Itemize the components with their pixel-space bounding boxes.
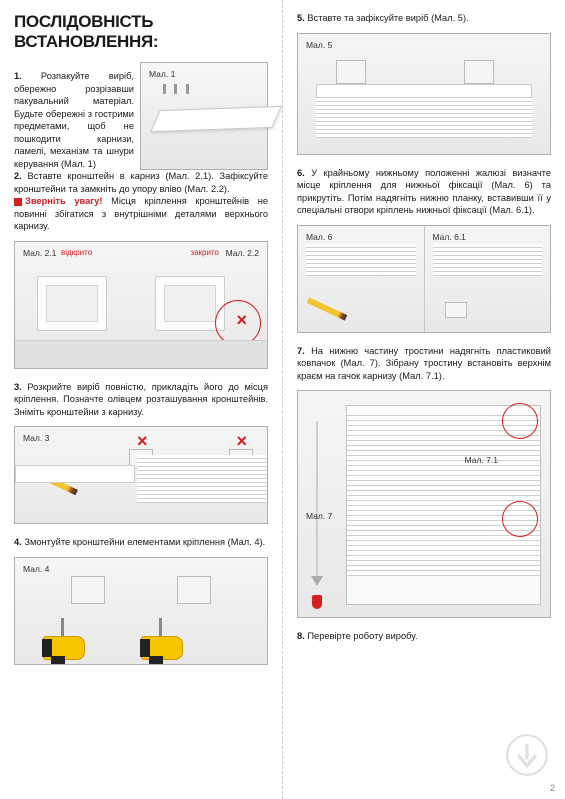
figure-1: Мал. 1 (140, 62, 268, 170)
figure-5: Мал. 5 (297, 33, 551, 155)
page-number: 2 (550, 783, 555, 793)
bracket-icon (464, 60, 494, 84)
fig21-label: Мал. 2.1 (23, 248, 56, 258)
bottom-clip-icon (445, 302, 467, 318)
figure-2: Мал. 2.1 відкрито закрито Мал. 2.2 × ! (14, 241, 268, 369)
step4-text: 4. Змонтуйте кронштейни елементами кріпл… (14, 536, 268, 549)
step8-body: Перевірте роботу виробу. (307, 631, 417, 641)
fig21-state: відкрито (61, 248, 92, 257)
figure-3: Мал. 3 × × (14, 426, 268, 524)
step5-body: Вставте та зафіксуйте виріб (Мал. 5). (307, 13, 468, 23)
pencil-icon (307, 297, 348, 320)
step4-body: Змонтуйте кронштейни елементами кріпленн… (24, 537, 265, 547)
left-column: ПОСЛІДОВНІСТЬ ВСТАНОВЛЕННЯ: 1. Розпакуйт… (0, 0, 283, 799)
bracket-icon (336, 60, 366, 84)
rail-illustration (150, 106, 281, 132)
step6-text: 6. У крайньому нижньому положенні жалюзі… (297, 167, 551, 217)
bracket-icon (71, 576, 105, 604)
fig3-label: Мал. 3 (23, 433, 49, 443)
headrail-icon (15, 465, 135, 483)
figure-7: Мал. 7 Мал. 7.1 (297, 390, 551, 618)
headrail-icon (316, 84, 532, 98)
step3-text: 3. Розкрийте виріб повністю, прикладіть … (14, 381, 268, 419)
fig1-label: Мал. 1 (149, 69, 175, 79)
wand-cord-icon (316, 421, 318, 581)
arrow-down-icon (311, 576, 323, 586)
fig22-state: закрито (190, 248, 219, 257)
bracket-open-icon (37, 276, 107, 331)
slats-icon (137, 455, 267, 524)
step1-block: 1. Розпакуйте виріб, обережно розрізавши… (14, 62, 268, 170)
watermark-icon (505, 733, 549, 777)
slats-icon (433, 244, 543, 292)
rail-base (15, 340, 267, 368)
slats-icon (306, 244, 416, 292)
figure-6: Мал. 6 Мал. 6.1 (297, 225, 551, 333)
step6-body: У крайньому нижньому положенні жалюзі ви… (297, 168, 551, 216)
fig71-label: Мал. 7.1 (465, 455, 498, 465)
fig61-label: Мал. 6.1 (433, 232, 466, 242)
step8-text: 8. Перевірте роботу виробу. (297, 630, 551, 643)
drill-icon (141, 636, 201, 660)
main-title: ПОСЛІДОВНІСТЬ ВСТАНОВЛЕННЯ: (14, 12, 268, 52)
figure-6-right: Мал. 6.1 (425, 226, 551, 332)
step2-text: 2. Вставте кронштейн в карниз (Мал. 2.1)… (14, 170, 268, 233)
step2-body: Вставте кронштейн в карниз (Мал. 2.1). З… (14, 171, 268, 194)
step2-warn-label: Зверніть увагу! (25, 196, 102, 206)
fig7-label: Мал. 7 (306, 511, 332, 521)
figure-6-left: Мал. 6 (298, 226, 425, 332)
step3-body: Розкрийте виріб повністю, прикладіть йог… (14, 382, 268, 417)
figure-4: Мал. 4 (14, 557, 268, 665)
step1-text: 1. Розпакуйте виріб, обережно розрізавши… (14, 62, 134, 162)
wand-cap-icon (312, 595, 322, 609)
red-x-icon: × (236, 310, 247, 331)
screws-icon (161, 81, 201, 99)
bracket-icon (177, 576, 211, 604)
right-column: 5. Вставте та зафіксуйте виріб (Мал. 5).… (283, 0, 565, 799)
step1-body: Розпакуйте виріб, обережно розрізавши па… (14, 71, 134, 169)
step5-text: 5. Вставте та зафіксуйте виріб (Мал. 5). (297, 12, 551, 25)
fig4-label: Мал. 4 (23, 564, 49, 574)
slats-icon (316, 98, 532, 154)
fig5-label: Мал. 5 (306, 40, 332, 50)
step7-text: 7. На нижню частину тростини надягніть п… (297, 345, 551, 383)
drill-icon (43, 636, 103, 660)
fig22-label: Мал. 2.2 (226, 248, 259, 258)
warn-square-icon (14, 198, 22, 206)
step7-body: На нижню частину тростини надягніть плас… (297, 346, 551, 381)
fig6-label: Мал. 6 (306, 232, 332, 242)
